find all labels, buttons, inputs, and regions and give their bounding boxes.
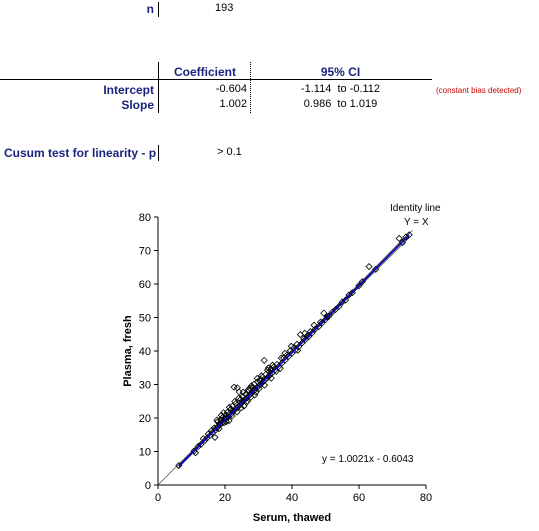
- data-point: [235, 394, 243, 402]
- data-point: [251, 391, 259, 399]
- data-point: [220, 419, 228, 427]
- y-tick-label: 50: [139, 313, 151, 325]
- y-tick-label: 80: [139, 212, 151, 224]
- data-point: [301, 329, 309, 337]
- data-point: [231, 398, 239, 406]
- data-point: [228, 410, 236, 418]
- data-point: [237, 404, 245, 412]
- data-point: [295, 343, 303, 351]
- slope-ci: 0.986 to 1.019: [303, 98, 378, 110]
- table-col-divider: [158, 62, 159, 113]
- y-tick-label: 40: [139, 346, 151, 358]
- data-point: [281, 349, 289, 357]
- data-point: [256, 377, 264, 385]
- data-point: [308, 329, 316, 337]
- y-axis-label: Plasma, fresh: [122, 315, 134, 387]
- header-ci: 95% CI: [320, 65, 361, 79]
- row-label-slope: Slope: [121, 98, 154, 112]
- table-rule: [0, 79, 432, 80]
- identity-equation-label: Y = X: [404, 217, 429, 228]
- data-point: [201, 436, 209, 445]
- data-point: [305, 333, 313, 341]
- cusum-divider: [158, 145, 159, 161]
- data-point: [260, 356, 268, 364]
- data-point: [287, 342, 295, 350]
- x-tick-label: 40: [286, 492, 298, 504]
- data-point: [244, 386, 252, 394]
- header-coefficient: Coefficient: [173, 65, 236, 79]
- y-tick-label: 20: [139, 413, 151, 425]
- data-point: [217, 411, 225, 419]
- data-point: [372, 265, 380, 273]
- data-point: [266, 371, 274, 379]
- data-point: [209, 428, 217, 436]
- data-point: [365, 263, 373, 271]
- data-point: [267, 374, 275, 382]
- cusum-value: > 0.1: [217, 146, 242, 158]
- y-tick-label: 10: [139, 447, 151, 459]
- data-point: [269, 361, 277, 369]
- data-point: [285, 352, 293, 360]
- data-point: [321, 315, 330, 324]
- regression-line: [178, 234, 410, 467]
- data-point: [260, 381, 269, 389]
- x-tick-label: 20: [219, 492, 231, 504]
- table-dotted-divider: [250, 62, 251, 113]
- x-tick-label: 0: [155, 492, 161, 504]
- intercept-coefficient: -0.604: [215, 83, 247, 95]
- data-point: [235, 388, 243, 396]
- data-point: [291, 346, 299, 354]
- data-point: [225, 403, 233, 411]
- data-point: [220, 409, 228, 417]
- data-point: [264, 364, 272, 372]
- identity-line-label: Identity line: [390, 203, 441, 214]
- data-point: [335, 302, 343, 311]
- constant-bias-note: (constant bias detected): [436, 86, 522, 95]
- x-tick-label: 80: [420, 492, 432, 504]
- data-point: [355, 282, 363, 290]
- data-point: [277, 354, 285, 362]
- data-point: [258, 379, 266, 387]
- n-divider: [158, 2, 159, 17]
- data-point: [318, 319, 326, 327]
- x-axis-label: Serum, thawed: [253, 512, 331, 524]
- data-point: [405, 231, 413, 239]
- data-point: [398, 238, 407, 247]
- n-label: n: [146, 2, 154, 16]
- data-point: [190, 447, 198, 455]
- cusum-label: Cusum test for linearity - p: [4, 146, 157, 160]
- x-tick-label: 60: [353, 492, 365, 504]
- data-point: [325, 312, 333, 320]
- data-point: [320, 309, 328, 317]
- n-value: 193: [215, 2, 234, 14]
- y-tick-label: 30: [139, 380, 151, 392]
- data-point: [395, 234, 403, 243]
- row-label-intercept: Intercept: [103, 83, 154, 97]
- data-point: [211, 433, 219, 441]
- slope-coefficient: 1.002: [219, 98, 247, 110]
- data-point: [239, 388, 247, 396]
- y-tick-label: 0: [145, 480, 151, 492]
- data-point: [257, 372, 266, 380]
- intercept-ci: -1.114 to -0.112: [300, 83, 381, 95]
- y-tick-label: 60: [139, 279, 151, 291]
- data-point: [348, 289, 356, 297]
- data-point: [247, 382, 256, 390]
- regression-equation: y = 1.0021x - 0.6043: [322, 454, 414, 465]
- data-point: [197, 440, 205, 449]
- data-point: [233, 408, 241, 416]
- data-point: [342, 296, 350, 304]
- y-tick-label: 70: [139, 246, 151, 258]
- data-point: [310, 321, 318, 329]
- data-point: [213, 416, 221, 424]
